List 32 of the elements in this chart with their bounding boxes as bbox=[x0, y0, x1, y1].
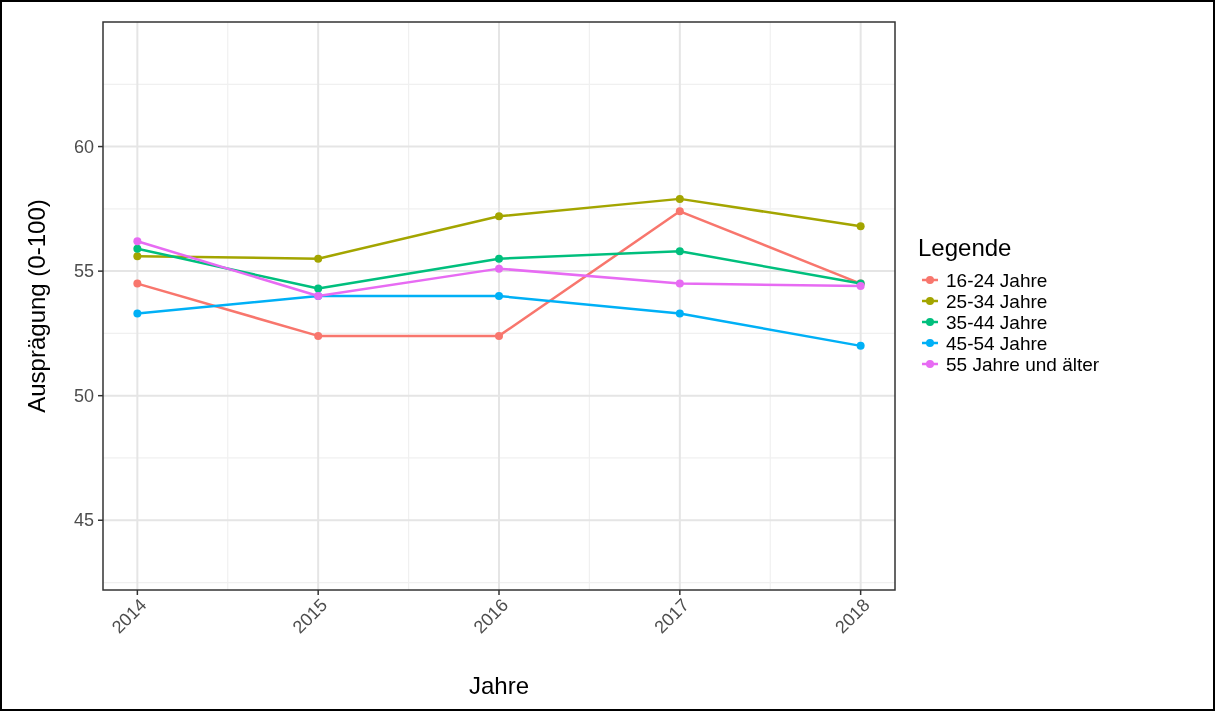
point bbox=[856, 222, 865, 231]
y-axis-title: Ausprägung (0-100) bbox=[23, 199, 50, 413]
legend-label: 25-34 Jahre bbox=[946, 290, 1048, 312]
point bbox=[495, 331, 503, 340]
y-tick-label: 55 bbox=[73, 261, 94, 282]
point bbox=[133, 279, 142, 288]
point bbox=[133, 252, 142, 261]
point bbox=[675, 247, 684, 256]
point bbox=[495, 292, 503, 301]
point bbox=[133, 309, 142, 318]
point bbox=[675, 194, 684, 203]
point bbox=[856, 341, 865, 350]
legend-label: 55 Jahre und älter bbox=[946, 353, 1100, 375]
point bbox=[314, 331, 323, 340]
point bbox=[314, 254, 323, 263]
y-tick-label: 50 bbox=[73, 385, 94, 406]
point bbox=[133, 237, 142, 246]
point bbox=[495, 264, 503, 273]
point bbox=[675, 279, 684, 288]
legend-label: 45-54 Jahre bbox=[946, 332, 1048, 354]
point bbox=[133, 244, 142, 253]
legend-label: 16-24 Jahre bbox=[946, 269, 1048, 291]
y-tick-label: 60 bbox=[73, 136, 94, 157]
point bbox=[675, 207, 684, 216]
point bbox=[495, 254, 503, 263]
x-axis-title: Jahre bbox=[468, 672, 530, 699]
y-tick-label: 45 bbox=[73, 510, 94, 531]
point bbox=[495, 212, 503, 221]
point bbox=[314, 284, 323, 293]
point bbox=[675, 309, 684, 318]
legend-title: Legende bbox=[918, 234, 1012, 261]
legend-label: 35-44 Jahre bbox=[946, 311, 1048, 333]
